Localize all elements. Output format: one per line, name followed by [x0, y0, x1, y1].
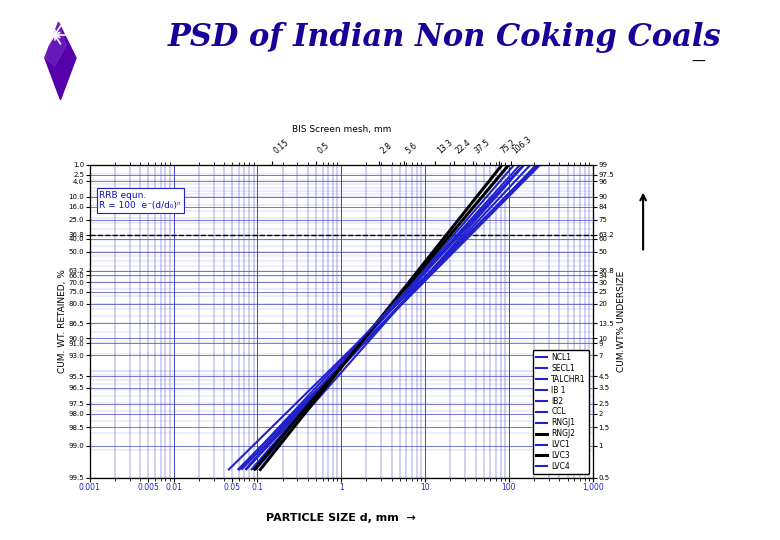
Polygon shape: [45, 23, 66, 66]
Y-axis label: CUM.WT% UNDERSIZE: CUM.WT% UNDERSIZE: [617, 271, 626, 372]
Y-axis label: CUM. WT. RETAINED, %: CUM. WT. RETAINED, %: [58, 269, 67, 373]
Text: —: —: [691, 55, 705, 69]
Text: PARTICLE SIZE d, mm  →: PARTICLE SIZE d, mm →: [266, 514, 417, 523]
X-axis label: BIS Screen mesh, mm: BIS Screen mesh, mm: [292, 125, 391, 134]
Text: RRB equn.
R = 100  e⁻(d/d₀)ⁿ: RRB equn. R = 100 e⁻(d/d₀)ⁿ: [99, 191, 181, 210]
Polygon shape: [45, 23, 76, 100]
Legend: NCL1, SECL1, TALCHR1, IB 1, IB2, CCL, RNGJ1, RNGJ2, LVC1, LVC3, LVC4: NCL1, SECL1, TALCHR1, IB 1, IB2, CCL, RN…: [533, 350, 589, 474]
Text: PSD of Indian Non Coking Coals: PSD of Indian Non Coking Coals: [168, 22, 722, 53]
